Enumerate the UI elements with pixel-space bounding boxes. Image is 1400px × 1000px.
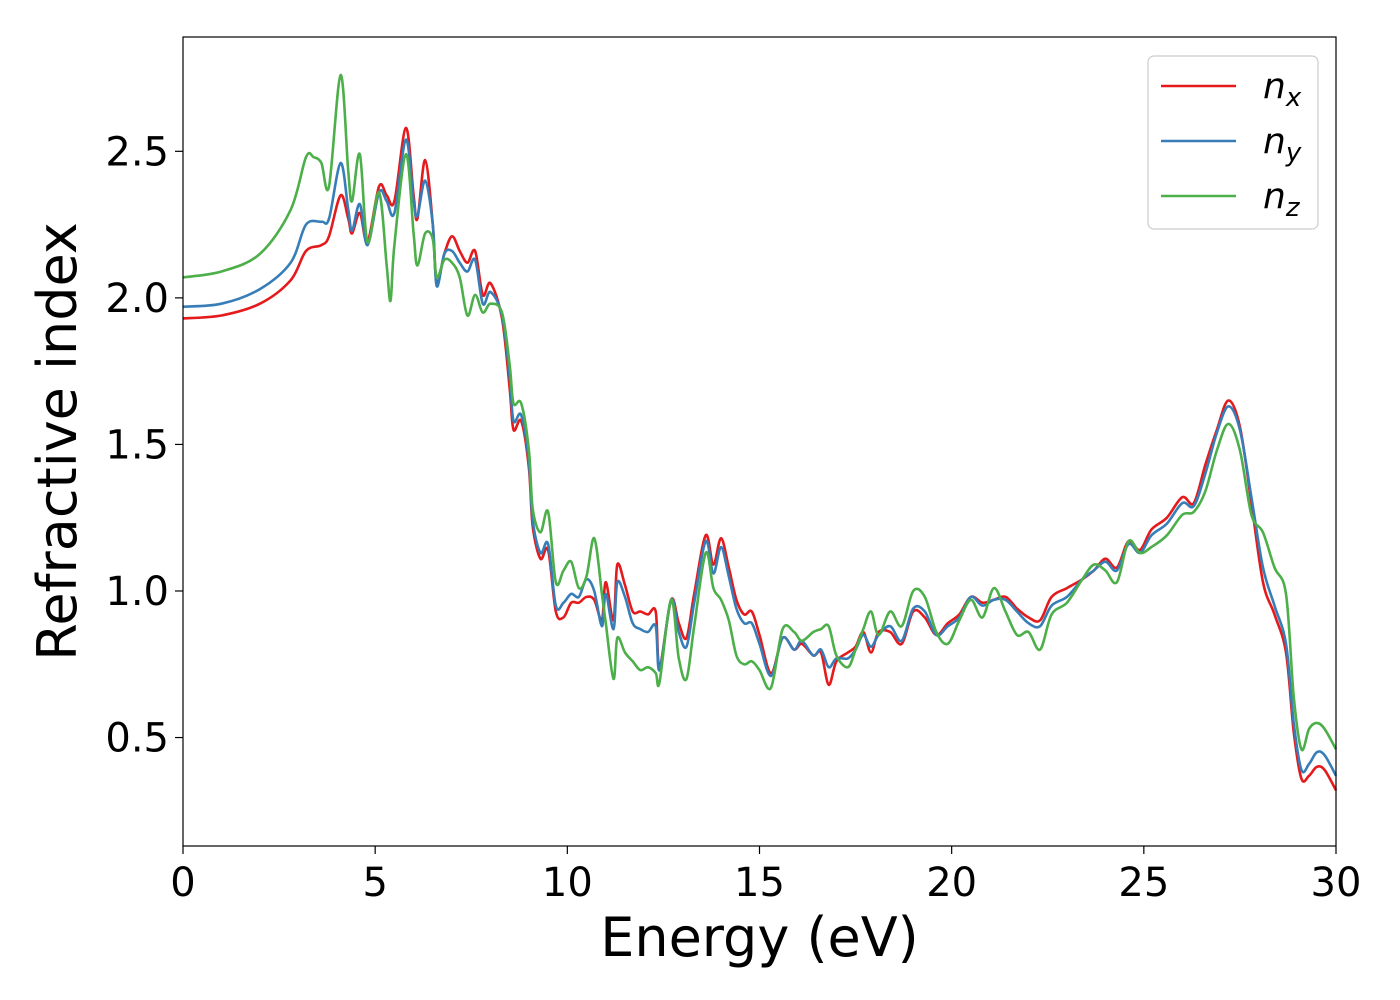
x-tick-label: 10	[542, 860, 593, 906]
y-tick-label: 2.0	[105, 276, 169, 322]
legend: nx ny nz	[1147, 55, 1319, 230]
x-tick-label: 15	[734, 860, 785, 906]
x-tick-label: 5	[362, 860, 387, 906]
y-axis-label: Refractive index	[26, 222, 89, 661]
y-tick-label: 0.5	[105, 716, 169, 762]
x-tick-label: 0	[170, 860, 195, 906]
series-layer	[182, 73, 1338, 791]
legend-label-x: nx	[1263, 66, 1302, 113]
legend-label-y: ny	[1263, 121, 1302, 168]
legend-label-z: nz	[1263, 176, 1301, 223]
y-tick-label: 1.0	[105, 569, 169, 615]
y-tick-label: 1.5	[105, 422, 169, 468]
series-line-z	[182, 73, 1338, 752]
y-tick-label: 2.5	[105, 129, 169, 175]
x-tick-label: 20	[926, 860, 977, 906]
x-tick-label: 25	[1118, 860, 1169, 906]
legend-box	[1147, 55, 1319, 230]
y-axis-ticks: 0.5 1.0 1.5 2.0 2.5	[105, 129, 183, 762]
x-tick-label: 30	[1311, 860, 1362, 906]
x-axis-ticks: 0 5 10 15 20 25 30	[170, 846, 1361, 906]
plot-area	[183, 37, 1336, 846]
x-axis-label: Energy (eV)	[600, 906, 919, 969]
